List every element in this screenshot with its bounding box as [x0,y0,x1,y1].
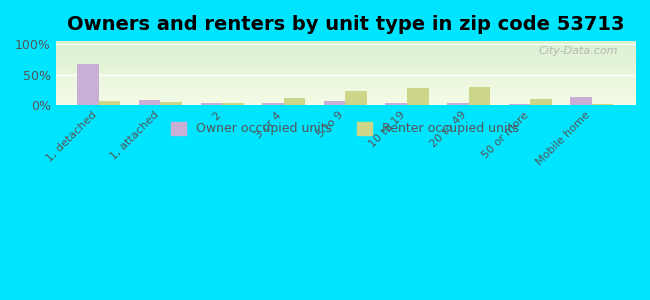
Bar [201,103,222,105]
Bar [447,103,469,105]
Bar [345,91,367,105]
Bar [530,99,552,105]
Bar [407,88,428,105]
Title: Owners and renters by unit type in zip code 53713: Owners and renters by unit type in zip c… [66,15,624,34]
Text: City-Data.com: City-Data.com [538,46,617,56]
Bar [469,87,490,105]
Legend: Owner occupied units, Renter occupied units: Owner occupied units, Renter occupied un… [166,117,525,140]
Bar [324,101,345,105]
Bar [570,97,592,105]
Bar [139,100,161,105]
Bar [222,103,244,105]
Bar [77,64,99,105]
Bar [99,101,120,105]
Bar [592,104,614,105]
Bar [161,102,182,105]
Bar [284,98,306,105]
Bar [262,103,284,105]
Bar [385,103,407,105]
Bar [509,104,530,105]
